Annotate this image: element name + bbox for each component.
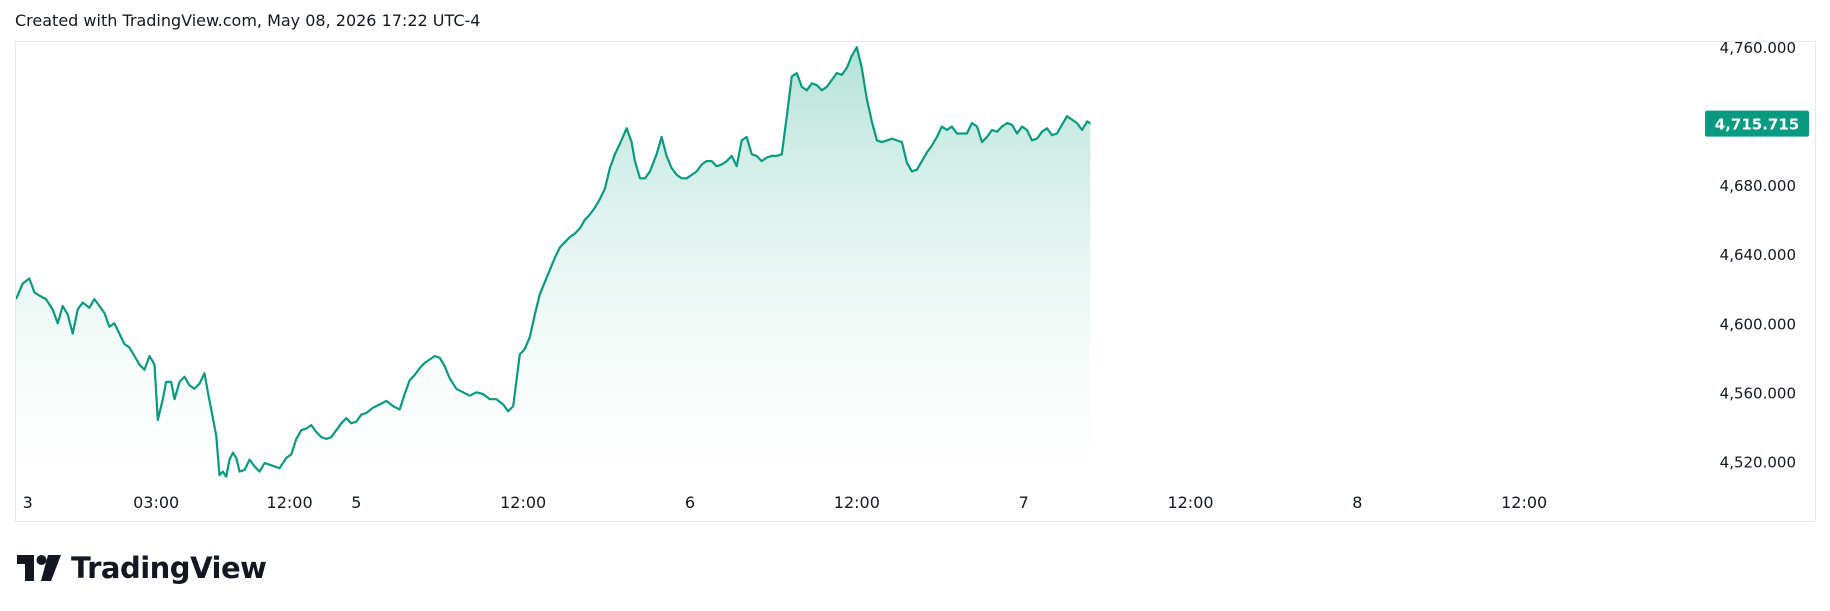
chart-area[interactable]: 4,520.000 4,560.000 4,600.000 4,640.000 4,68…	[15, 41, 1816, 522]
price-chart[interactable]: 4,520.000 4,560.000 4,600.000 4,640.000 4,68…	[16, 42, 1817, 523]
last-price-label: 4,715.715	[1715, 116, 1799, 134]
x-tick-label: 12:00	[1501, 493, 1547, 512]
x-tick-label: 8	[1352, 493, 1362, 512]
y-tick-label: 4,560.000	[1720, 384, 1796, 402]
x-tick-label: 12:00	[1167, 493, 1213, 512]
x-tick-label: 03:00	[133, 493, 179, 512]
x-tick-label: 12:00	[500, 493, 546, 512]
x-tick-label: 7	[1019, 493, 1029, 512]
tradingview-logo-icon	[17, 555, 61, 581]
x-tick-label: 3	[23, 493, 33, 512]
y-tick-label: 4,520.000	[1720, 453, 1796, 471]
x-tick-label: 12:00	[834, 493, 880, 512]
x-tick-label: 6	[685, 493, 695, 512]
price-line	[16, 46, 1092, 478]
brand-name: TradingView	[71, 551, 267, 585]
y-tick-label: 4,680.000	[1720, 177, 1796, 195]
chart-header: Created with TradingView.com, May 08, 20…	[15, 11, 481, 30]
x-tick-label: 5	[351, 493, 361, 512]
tradingview-logo[interactable]: TradingView	[17, 551, 267, 585]
y-tick-label: 4,760.000	[1720, 42, 1796, 57]
y-tick-label: 4,640.000	[1720, 246, 1796, 264]
x-tick-label: 12:00	[267, 493, 313, 512]
last-price-badge	[1705, 110, 1809, 137]
y-tick-label: 4,600.000	[1720, 315, 1796, 333]
